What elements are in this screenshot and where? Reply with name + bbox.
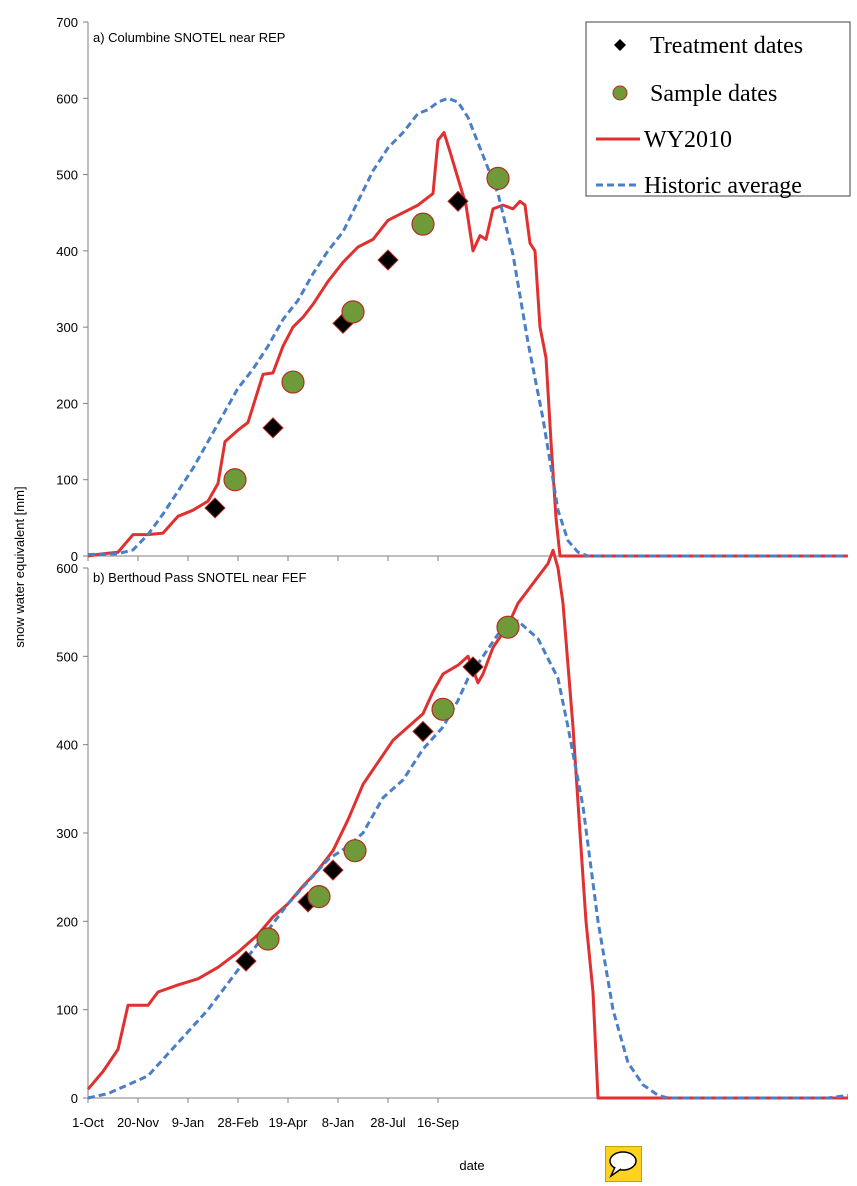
treatment-date-marker: [462, 656, 484, 678]
legend: Treatment dates Sample dates WY2010 Hist…: [585, 21, 851, 199]
sample-date-marker: [341, 300, 365, 324]
y-tick-label: 600: [56, 561, 78, 576]
y-tick-label: 700: [56, 15, 78, 30]
legend-box: [585, 21, 851, 197]
series-wy2010: [87, 131, 848, 558]
y-tick-label: 300: [56, 826, 78, 841]
y-tick-label: 200: [56, 914, 78, 929]
x-tick-label: 28-Feb: [217, 1115, 258, 1130]
treatment-date-marker: [447, 190, 469, 212]
sample-date-marker: [496, 615, 520, 639]
panel-b: b) Berthoud Pass SNOTEL near FEF 0 100 200…: [56, 548, 849, 1130]
speech-bubble-icon[interactable]: [605, 1146, 642, 1182]
x-tick-label: 19-Apr: [268, 1115, 308, 1130]
series-wy2010: [86, 548, 848, 1100]
y-tick-label: 100: [56, 473, 78, 488]
treatment-date-marker: [412, 720, 434, 743]
y-tick-label: 400: [56, 244, 78, 259]
speech-bubble-glyph: [609, 1151, 637, 1179]
panel-a: a) Columbine SNOTEL near REP 0 100 200 300 4…: [56, 15, 848, 564]
sample-date-marker: [343, 839, 367, 863]
treatment-date-marker: [262, 417, 284, 439]
legend-historic-label: Historic average: [644, 173, 802, 199]
panel-a-title: a) Columbine SNOTEL near REP: [93, 30, 285, 45]
sample-date-marker: [486, 166, 510, 190]
sample-date-marker: [431, 697, 455, 721]
y-tick-label: 0: [71, 1091, 78, 1106]
treatment-date-marker: [235, 950, 257, 972]
sample-date-marker: [281, 370, 305, 394]
panel-b-title: b) Berthoud Pass SNOTEL near FEF: [93, 570, 306, 585]
y-tick-label: 200: [56, 396, 78, 411]
treatment-date-marker: [377, 249, 399, 271]
y-tick-label: 0: [71, 549, 78, 564]
treatment-date-marker: [322, 859, 344, 881]
legend-wy2010-label: WY2010: [644, 127, 732, 153]
legend-treatment-marker: [614, 39, 626, 51]
x-tick-label: 20-Nov: [117, 1115, 159, 1130]
legend-treatment-label: Treatment dates: [650, 33, 803, 59]
y-tick-label: 400: [56, 738, 78, 753]
legend-sample-marker: [612, 85, 628, 101]
sample-date-marker: [411, 212, 435, 236]
x-axis-title: date: [459, 1158, 484, 1173]
treatment-date-marker: [204, 497, 226, 519]
x-tick-label: 16-Sep: [417, 1115, 459, 1130]
y-axis-title: snow water equivalent [mm]: [12, 486, 27, 647]
sample-date-marker: [307, 884, 331, 909]
sample-date-marker: [223, 468, 247, 492]
y-tick-label: 500: [56, 649, 78, 664]
series-historic-average: [87, 619, 849, 1100]
x-tick-label: 8-Jan: [322, 1115, 355, 1130]
series-historic-average: [87, 96, 848, 558]
sample-date-marker: [256, 927, 280, 951]
x-tick-label: 28-Jul: [370, 1115, 406, 1130]
y-tick-label: 600: [56, 91, 78, 106]
y-tick-label: 100: [56, 1003, 78, 1018]
y-tick-label: 500: [56, 168, 78, 183]
y-tick-label: 300: [56, 320, 78, 335]
x-tick-label: 1-Oct: [72, 1115, 104, 1130]
legend-sample-label: Sample dates: [650, 81, 777, 107]
x-tick-label: 9-Jan: [172, 1115, 205, 1130]
